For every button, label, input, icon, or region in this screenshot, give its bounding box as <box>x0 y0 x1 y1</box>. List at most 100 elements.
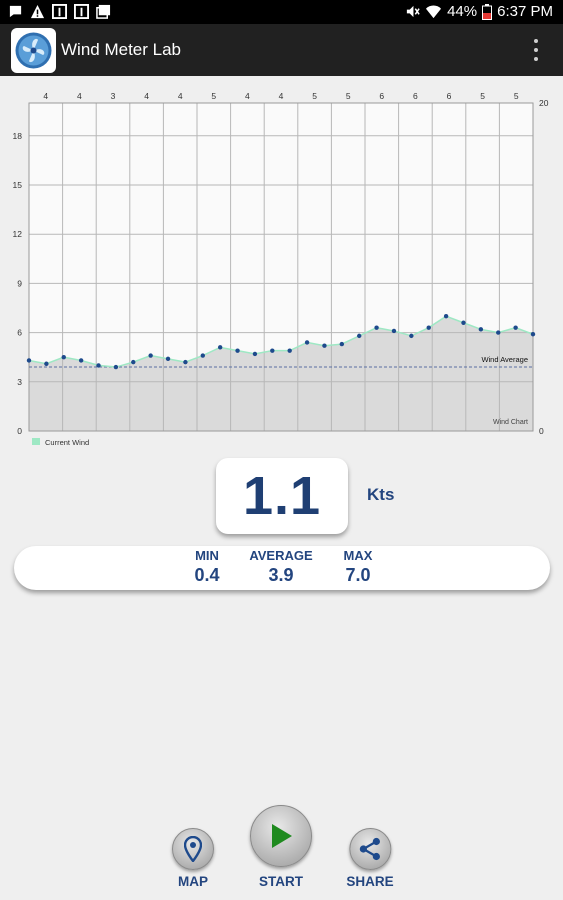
start-label: START <box>259 874 303 889</box>
direction-label: 4 <box>178 91 183 101</box>
data-point <box>374 325 379 330</box>
plot-border <box>28 102 534 432</box>
play-icon <box>272 824 292 848</box>
wind-area <box>29 316 533 431</box>
warning-icon <box>30 4 45 19</box>
direction-label: 6 <box>447 91 452 101</box>
stat-min-value: 0.4 <box>194 565 220 585</box>
y-tick-label: 3 <box>17 377 22 387</box>
wifi-icon <box>426 5 442 19</box>
data-point <box>409 333 414 339</box>
direction-label: 5 <box>346 91 351 101</box>
data-point <box>78 358 84 363</box>
direction-label: 5 <box>211 91 216 101</box>
status-right: 44% 6:37 PM <box>405 3 553 20</box>
map-label: MAP <box>178 874 208 889</box>
direction-label: 4 <box>77 91 82 101</box>
stat-average-value: 3.9 <box>268 565 294 585</box>
share-icon <box>359 837 380 861</box>
calendar-icon <box>74 4 89 19</box>
y-tick-label: 0 <box>17 426 22 436</box>
data-point <box>322 343 327 348</box>
start-circle[interactable] <box>250 805 312 867</box>
photo-icon <box>96 4 111 19</box>
direction-label: 3 <box>111 91 116 101</box>
overflow-menu-icon[interactable] <box>531 39 541 61</box>
data-point <box>96 363 101 368</box>
mute-icon <box>406 5 420 18</box>
data-point <box>270 348 275 353</box>
data-point <box>530 332 536 337</box>
message-icon <box>9 5 22 18</box>
map-circle[interactable] <box>172 828 214 870</box>
data-point <box>217 345 223 350</box>
data-point <box>44 361 49 366</box>
data-point <box>391 328 397 334</box>
data-point <box>165 356 171 362</box>
app-logo[interactable] <box>11 28 56 73</box>
right-axis-bottom-label: 0 <box>539 426 544 436</box>
data-point <box>357 333 362 339</box>
y-tick-label: 15 <box>13 180 23 190</box>
direction-label: 4 <box>43 91 48 101</box>
battery-icon <box>482 3 493 20</box>
clock-time: 6:37 PM <box>497 3 553 20</box>
data-point <box>131 359 136 365</box>
data-point <box>183 359 188 365</box>
wind-chart-svg: 0 3 6 9 12 15 18 4 4 3 4 4 5 4 4 5 5 6 6 6 5 5 20 0 Wind Average… <box>13 91 549 447</box>
start-button[interactable]: START <box>250 805 312 889</box>
stat-max-value: 7.0 <box>345 565 371 585</box>
data-point <box>200 353 205 358</box>
y-tick-label: 6 <box>17 328 22 338</box>
average-label: Wind Average <box>481 355 528 364</box>
data-point <box>287 348 292 353</box>
data-point <box>513 325 518 330</box>
data-point <box>235 348 240 353</box>
fan-icon <box>15 32 52 69</box>
stat-min-label: MIN <box>195 548 219 563</box>
app-title: Wind Meter Lab <box>61 40 181 59</box>
map-pin-icon <box>184 836 202 862</box>
direction-label: 6 <box>413 91 418 101</box>
direction-label: 5 <box>514 91 519 101</box>
data-point <box>304 340 310 345</box>
direction-label: 5 <box>480 91 485 101</box>
share-circle[interactable] <box>348 828 391 870</box>
status-bar: 44% 6:37 PM <box>0 0 563 24</box>
direction-label: 6 <box>379 91 384 101</box>
stat-max-label: MAX <box>343 548 373 563</box>
data-point <box>496 330 501 335</box>
notification-icons <box>8 4 111 19</box>
stat-max: MAX 7.0 <box>344 548 373 586</box>
app-bar: Wind Meter Lab <box>0 24 563 76</box>
current-reading-card: 1.1 <box>216 458 348 534</box>
y-tick-label: 9 <box>17 278 22 288</box>
data-point <box>26 358 32 363</box>
stat-min: MIN 0.4 <box>194 548 219 586</box>
battery-percent: 44% <box>447 3 478 20</box>
current-reading-value: 1.1 <box>242 466 322 526</box>
data-point <box>478 327 484 332</box>
data-point <box>426 325 431 330</box>
direction-label: 4 <box>144 91 149 101</box>
data-point <box>443 314 449 319</box>
right-axis-top-label: 20 <box>539 98 549 108</box>
wind-line <box>28 315 534 368</box>
data-point <box>148 353 153 358</box>
direction-label: 4 <box>245 91 250 101</box>
data-point <box>339 341 345 347</box>
wind-chart: 0 3 6 9 12 15 18 4 4 3 4 4 5 4 4 5 5 6 6 6 5 5 20 0 Wind Average… <box>0 86 563 454</box>
data-point <box>461 320 466 325</box>
chart-label: Wind Chart <box>493 419 528 426</box>
share-label: SHARE <box>346 874 394 889</box>
data-point <box>113 364 119 370</box>
stats-card: MIN 0.4 AVERAGE 3.9 MAX 7.0 <box>14 546 550 590</box>
share-button[interactable]: SHARE <box>346 828 394 889</box>
map-button[interactable]: MAP <box>172 828 214 889</box>
y-tick-label: 12 <box>13 229 23 239</box>
legend-label: Current Wind <box>45 438 89 447</box>
y-tick-label: 18 <box>13 131 23 141</box>
reading-unit: Kts <box>367 485 395 504</box>
stat-average: AVERAGE 3.9 <box>249 548 312 586</box>
data-point <box>252 351 258 357</box>
